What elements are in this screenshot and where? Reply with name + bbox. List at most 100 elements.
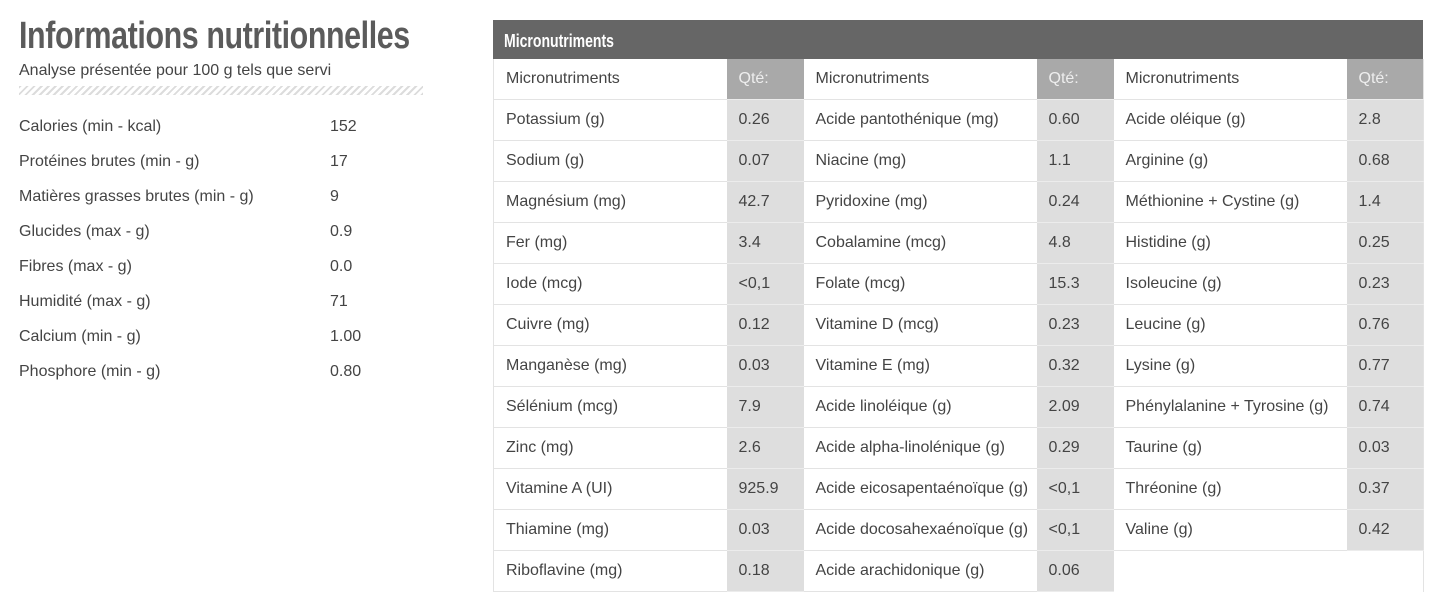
nutrition-subtitle: Analyse présentée pour 100 g tels que se… [19,62,332,79]
nutrition-value: 152 [330,117,357,135]
micronutrient-value: 0.74 [1346,386,1424,428]
micronutrient-value: 0.60 [1036,99,1114,141]
nutrition-row: Calories (min - kcal) 152 [19,109,423,144]
column-header-label: Micronutriments [1113,59,1347,100]
micronutrient-label: Histidine (g) [1113,222,1347,264]
micronutrient-value: 2.6 [726,427,804,469]
micronutrient-value: 4.8 [1036,222,1114,264]
micronutrient-label: Iode (mcg) [493,263,727,305]
column-header-qty: Qté: [726,59,804,100]
micronutrient-label: Valine (g) [1113,509,1347,551]
micronutrient-value: 0.18 [726,550,804,592]
micronutrient-value: 0.06 [1036,550,1114,592]
nutrition-label: Humidité (max - g) [19,292,151,310]
micronutrient-value: 1.4 [1346,181,1424,223]
micronutrient-label: Arginine (g) [1113,140,1347,182]
micronutrient-label: Sélénium (mcg) [493,386,727,428]
nutrition-value: 0.80 [330,362,362,380]
nutrition-label: Calcium (min - g) [19,327,141,345]
nutrition-value: 1.00 [330,327,362,345]
nutrition-value: 9 [330,187,339,205]
micronutrients-title-text: Micronutriments [504,31,614,51]
micronutrient-label: Niacine (mg) [803,140,1037,182]
micronutrient-label: Thréonine (g) [1113,468,1347,510]
micronutrient-value: 1.1 [1036,140,1114,182]
micronutrient-row: Potassium (g) 0.26 Acide pantothénique (mg… [493,99,1424,141]
micronutrient-value: 925.9 [726,468,804,510]
micronutrient-label: Cobalamine (mcg) [803,222,1037,264]
micronutrient-label: Sodium (g) [493,140,727,182]
micronutrients-panel: Micronutriments Micronutriments Qté: Micro… [493,20,1424,592]
micronutrient-row: Manganèse (mg) 0.03 Vitamine E (mg) 0.32 Lys… [493,345,1424,387]
micronutrient-label: Leucine (g) [1113,304,1347,346]
micronutrient-value: 7.9 [726,386,804,428]
micronutrient-row: Iode (mcg) <0,1 Folate (mcg) 15.3 Isoleucine… [493,263,1424,305]
micronutrient-value: 0.68 [1346,140,1424,182]
nutrition-row: Humidité (max - g) 71 [19,284,423,319]
micronutrient-label: Vitamine A (UI) [493,468,727,510]
nutrition-label: Fibres (max - g) [19,257,132,275]
nutrition-value: 0.9 [330,222,353,240]
micronutrient-row: Sodium (g) 0.07 Niacine (mg) 1.1 Arginine (g… [493,140,1424,182]
micronutrient-value: 0.23 [1036,304,1114,346]
micronutrient-label: Acide oléique (g) [1113,99,1347,141]
micronutrient-label: Manganèse (mg) [493,345,727,387]
micronutrient-row: Fer (mg) 3.4 Cobalamine (mcg) 4.8 Histidine … [493,222,1424,264]
micronutrient-value: 0.03 [1346,427,1424,469]
micronutrient-label: Acide alpha-linolénique (g) [803,427,1037,469]
micronutrient-value: 0.37 [1346,468,1424,510]
micronutrient-value: 0.12 [726,304,804,346]
nutrition-title: Informations nutritionnelles [19,15,410,57]
nutrition-label: Calories (min - kcal) [19,117,162,135]
micronutrient-label: Méthionine + Cystine (g) [1113,181,1347,223]
micronutrient-value: 42.7 [726,181,804,223]
micronutrient-row: Zinc (mg) 2.6 Acide alpha-linolénique (g) 0… [493,427,1424,469]
micronutrient-label: Vitamine D (mcg) [803,304,1037,346]
micronutrient-value: 0.26 [726,99,804,141]
micronutrient-label: Acide arachidonique (g) [803,550,1037,592]
column-header-label: Micronutriments [493,59,727,100]
column-header-qty: Qté: [1346,59,1424,100]
micronutrient-label: Zinc (mg) [493,427,727,469]
micronutrient-value: 0.29 [1036,427,1114,469]
micronutrient-value: 0.32 [1036,345,1114,387]
nutrition-row: Phosphore (min - g) 0.80 [19,354,423,389]
nutrition-panel: Informations nutritionnelles Analyse pré… [19,14,423,389]
micronutrient-row: Vitamine A (UI) 925.9 Acide eicosapentaéno… [493,468,1424,510]
micronutrient-value: 0.07 [726,140,804,182]
micronutrient-label: Fer (mg) [493,222,727,264]
nutrition-table: Calories (min - kcal) 152 Protéines brutes… [19,109,423,389]
nutrition-row: Matières grasses brutes (min - g) 9 [19,179,423,214]
micronutrient-value: 0.42 [1346,509,1424,551]
micronutrient-row: Cuivre (mg) 0.12 Vitamine D (mcg) 0.23 Leuci… [493,304,1424,346]
micronutrient-label: Lysine (g) [1113,345,1347,387]
micronutrient-row: Magnésium (mg) 42.7 Pyridoxine (mg) 0.24 Mét… [493,181,1424,223]
micronutrient-row: Thiamine (mg) 0.03 Acide docosahexaénoïque… [493,509,1424,551]
micronutrient-value: 0.25 [1346,222,1424,264]
nutrition-label: Protéines brutes (min - g) [19,152,200,170]
micronutrient-label: Acide linoléique (g) [803,386,1037,428]
micronutrient-label: Acide pantothénique (mg) [803,99,1037,141]
nutrition-value: 17 [330,152,348,170]
nutrition-label: Matières grasses brutes (min - g) [19,187,254,205]
hatched-divider [19,86,423,95]
column-header-label: Micronutriments [803,59,1037,100]
micronutrients-header-row: Micronutriments Qté: Micronutriments Qté: Mi… [493,59,1424,100]
nutrition-label: Glucides (max - g) [19,222,150,240]
nutrition-value: 0.0 [330,257,353,275]
nutrition-row: Calcium (min - g) 1.00 [19,319,423,354]
micronutrient-value: <0,1 [1036,509,1114,551]
micronutrient-value: 2.09 [1036,386,1114,428]
micronutrient-label: Taurine (g) [1113,427,1347,469]
micronutrient-value: 0.03 [726,509,804,551]
micronutrient-value: <0,1 [726,263,804,305]
micronutrient-value: 2.8 [1346,99,1424,141]
micronutrient-value: 0.03 [726,345,804,387]
micronutrient-value: 0.77 [1346,345,1424,387]
micronutrient-label: Potassium (g) [493,99,727,141]
nutrition-row: Fibres (max - g) 0.0 [19,249,423,284]
micronutrient-value: 0.24 [1036,181,1114,223]
nutrition-row: Protéines brutes (min - g) 17 [19,144,423,179]
nutrition-label: Phosphore (min - g) [19,362,161,380]
micronutrient-value: 3.4 [726,222,804,264]
